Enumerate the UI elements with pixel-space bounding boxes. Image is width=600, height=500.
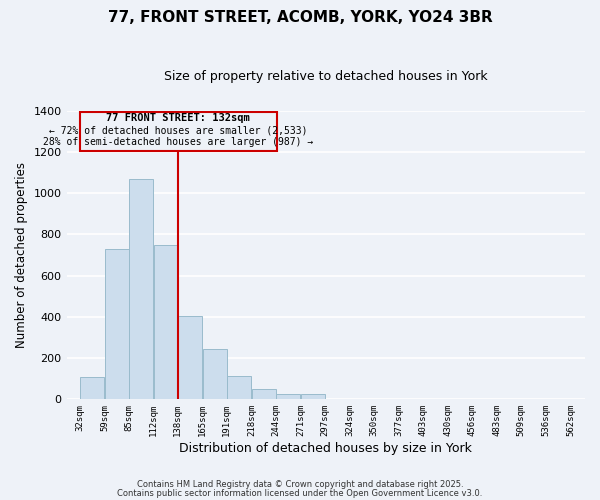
Text: Contains HM Land Registry data © Crown copyright and database right 2025.: Contains HM Land Registry data © Crown c… — [137, 480, 463, 489]
Text: 28% of semi-detached houses are larger (987) →: 28% of semi-detached houses are larger (… — [43, 137, 313, 147]
Text: 77, FRONT STREET, ACOMB, YORK, YO24 3BR: 77, FRONT STREET, ACOMB, YORK, YO24 3BR — [107, 10, 493, 25]
Bar — [129, 178, 153, 400]
Bar — [276, 394, 301, 400]
Text: ← 72% of detached houses are smaller (2,533): ← 72% of detached houses are smaller (2,… — [49, 126, 307, 136]
Bar — [227, 376, 251, 400]
Bar — [105, 249, 129, 400]
Bar — [203, 349, 227, 400]
Bar — [301, 394, 325, 400]
Y-axis label: Number of detached properties: Number of detached properties — [15, 162, 28, 348]
Bar — [80, 112, 277, 151]
Text: 77 FRONT STREET: 132sqm: 77 FRONT STREET: 132sqm — [106, 114, 250, 124]
Bar — [178, 316, 202, 400]
Title: Size of property relative to detached houses in York: Size of property relative to detached ho… — [164, 70, 488, 83]
Bar — [252, 389, 277, 400]
Text: Contains public sector information licensed under the Open Government Licence v3: Contains public sector information licen… — [118, 488, 482, 498]
X-axis label: Distribution of detached houses by size in York: Distribution of detached houses by size … — [179, 442, 472, 455]
Bar — [80, 377, 104, 400]
Bar — [154, 244, 178, 400]
